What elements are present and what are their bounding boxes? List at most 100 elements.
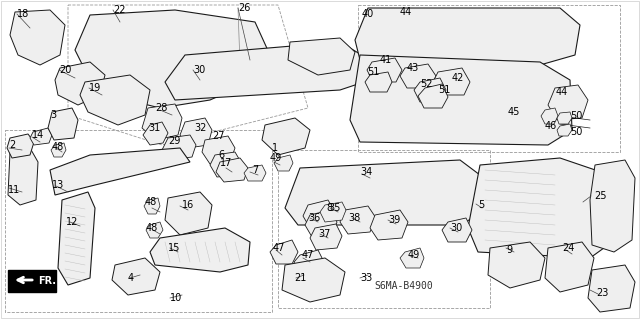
Text: 31: 31 xyxy=(148,123,160,133)
Polygon shape xyxy=(7,134,34,158)
Polygon shape xyxy=(442,218,472,242)
Polygon shape xyxy=(144,198,160,214)
Polygon shape xyxy=(210,152,242,177)
Polygon shape xyxy=(590,160,635,252)
Text: 5: 5 xyxy=(478,200,484,210)
Text: 1: 1 xyxy=(272,143,278,153)
Polygon shape xyxy=(55,62,105,105)
Text: 30: 30 xyxy=(193,65,205,75)
Text: 27: 27 xyxy=(212,131,225,141)
Text: 37: 37 xyxy=(318,229,330,239)
Polygon shape xyxy=(187,62,212,83)
Text: 51: 51 xyxy=(438,85,451,95)
Text: 48: 48 xyxy=(145,197,157,207)
Text: 39: 39 xyxy=(388,215,400,225)
Polygon shape xyxy=(274,155,293,171)
Text: 47: 47 xyxy=(273,243,285,253)
Text: 15: 15 xyxy=(168,243,180,253)
Text: 13: 13 xyxy=(52,180,64,190)
Text: 12: 12 xyxy=(66,217,78,227)
Polygon shape xyxy=(112,258,160,295)
Polygon shape xyxy=(244,165,266,181)
Polygon shape xyxy=(10,10,65,65)
Polygon shape xyxy=(340,206,376,234)
Text: 22: 22 xyxy=(113,5,125,15)
Text: 8: 8 xyxy=(326,203,332,213)
Text: 38: 38 xyxy=(348,213,360,223)
Text: 4: 4 xyxy=(128,273,134,283)
Text: 45: 45 xyxy=(508,107,520,117)
Polygon shape xyxy=(545,242,594,292)
Polygon shape xyxy=(8,148,38,205)
Polygon shape xyxy=(48,108,78,140)
Text: 52: 52 xyxy=(420,79,433,89)
Polygon shape xyxy=(303,200,335,228)
Text: 50: 50 xyxy=(570,127,582,137)
Text: 35: 35 xyxy=(328,203,340,213)
Polygon shape xyxy=(418,84,448,108)
Text: 11: 11 xyxy=(8,185,20,195)
Text: 23: 23 xyxy=(596,288,609,298)
Polygon shape xyxy=(162,135,196,160)
Text: 6: 6 xyxy=(218,150,224,160)
Text: 49: 49 xyxy=(270,153,282,163)
Polygon shape xyxy=(165,42,370,100)
Polygon shape xyxy=(355,8,580,65)
Text: 24: 24 xyxy=(562,243,574,253)
Text: S6MA-B4900: S6MA-B4900 xyxy=(374,281,433,291)
Polygon shape xyxy=(488,242,545,288)
Polygon shape xyxy=(367,58,402,82)
Polygon shape xyxy=(310,224,342,250)
Text: 47: 47 xyxy=(302,250,314,260)
Text: 40: 40 xyxy=(362,9,374,19)
Polygon shape xyxy=(468,158,615,258)
Polygon shape xyxy=(414,78,446,102)
Polygon shape xyxy=(541,108,558,124)
Polygon shape xyxy=(548,85,588,120)
Polygon shape xyxy=(557,112,572,124)
Polygon shape xyxy=(320,202,346,222)
Text: 30: 30 xyxy=(450,223,462,233)
Polygon shape xyxy=(143,122,168,145)
Polygon shape xyxy=(146,222,163,238)
Polygon shape xyxy=(288,38,355,75)
Polygon shape xyxy=(588,265,635,312)
Polygon shape xyxy=(150,228,250,272)
Text: 36: 36 xyxy=(308,213,320,223)
Polygon shape xyxy=(51,143,66,157)
Polygon shape xyxy=(50,148,190,195)
Polygon shape xyxy=(350,55,572,145)
Text: 26: 26 xyxy=(238,3,250,13)
Text: 50: 50 xyxy=(570,111,582,121)
Polygon shape xyxy=(433,68,470,95)
Polygon shape xyxy=(262,118,310,155)
Text: 34: 34 xyxy=(360,167,372,177)
Text: 20: 20 xyxy=(59,65,72,75)
Polygon shape xyxy=(285,160,480,225)
Bar xyxy=(8,270,56,292)
Polygon shape xyxy=(305,210,337,237)
Text: 14: 14 xyxy=(32,130,44,140)
Polygon shape xyxy=(400,64,436,88)
Text: FR.: FR. xyxy=(38,276,56,286)
Text: 17: 17 xyxy=(220,158,232,168)
Text: 32: 32 xyxy=(194,123,206,133)
Text: 44: 44 xyxy=(556,87,568,97)
Polygon shape xyxy=(282,258,345,302)
Text: 9: 9 xyxy=(506,245,512,255)
Text: 48: 48 xyxy=(146,223,158,233)
Text: 16: 16 xyxy=(182,200,195,210)
Text: 19: 19 xyxy=(89,83,101,93)
Text: 33: 33 xyxy=(360,273,372,283)
Text: 21: 21 xyxy=(294,273,307,283)
Polygon shape xyxy=(370,210,408,240)
Text: 18: 18 xyxy=(17,9,29,19)
Polygon shape xyxy=(400,248,424,268)
Text: 44: 44 xyxy=(400,7,412,17)
Polygon shape xyxy=(58,192,95,285)
Polygon shape xyxy=(180,118,212,148)
Text: 29: 29 xyxy=(168,136,180,146)
Text: 7: 7 xyxy=(252,165,259,175)
Polygon shape xyxy=(80,75,150,125)
Text: 25: 25 xyxy=(594,191,607,201)
